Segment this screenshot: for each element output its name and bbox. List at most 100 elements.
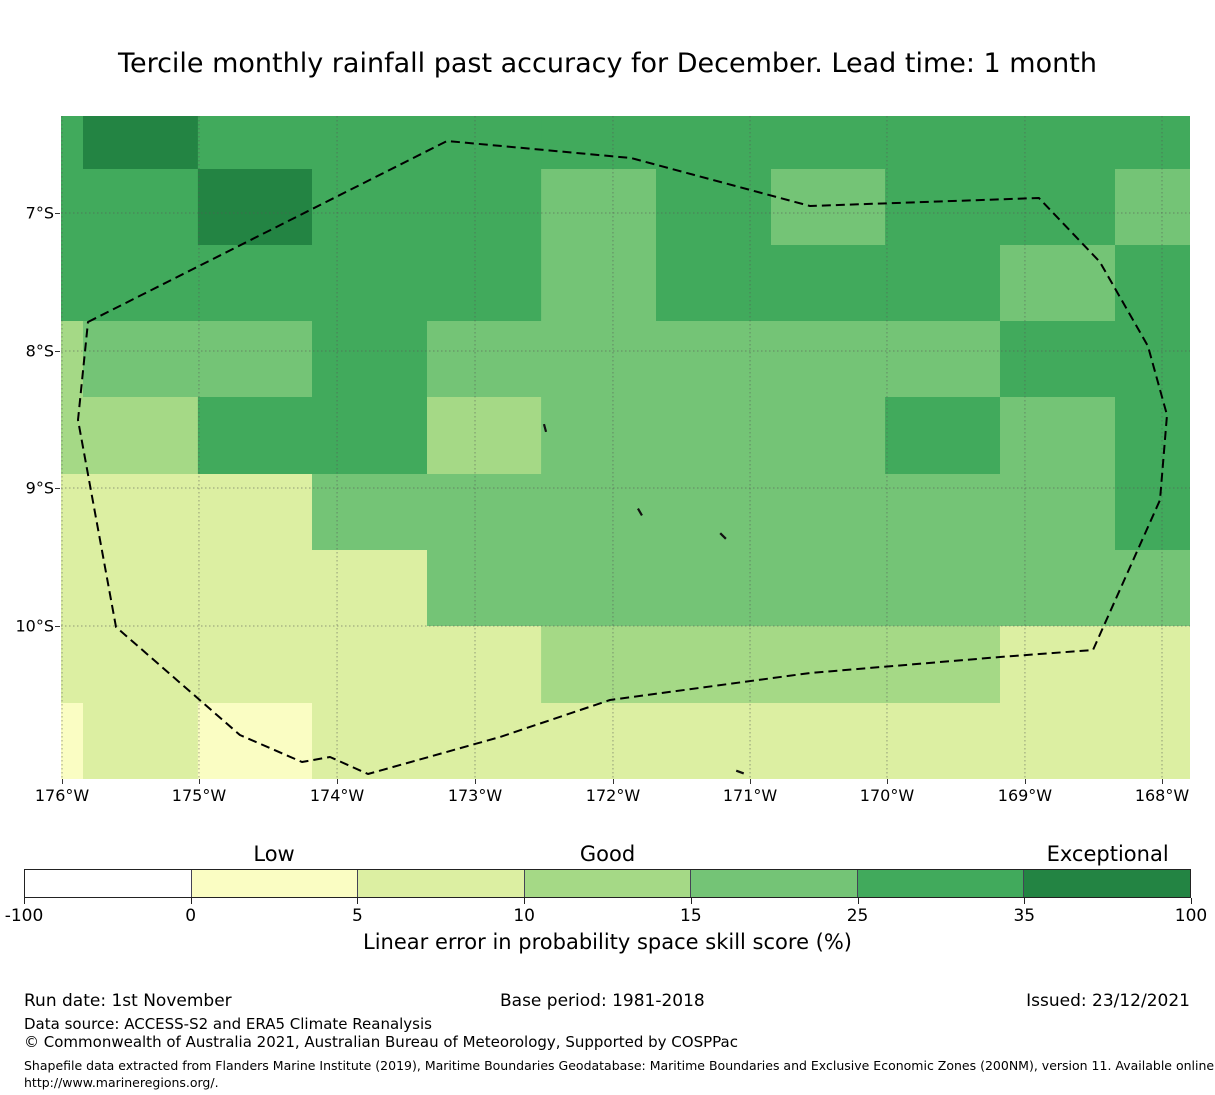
heatmap-cell (885, 703, 1001, 779)
heatmap-cell (312, 245, 428, 322)
heatmap-cell (1115, 397, 1190, 475)
y-tick-label: 7°S (25, 203, 54, 223)
y-tick-mark (55, 350, 60, 352)
colorbar-tick-mark (1191, 898, 1192, 904)
shapefile-attribution-text: Shapefile data extracted from Flanders M… (24, 1058, 1215, 1073)
heatmap-cell (1000, 245, 1116, 322)
heatmap-cell (83, 474, 199, 551)
heatmap-cell (656, 397, 772, 475)
island-mark (542, 423, 548, 433)
heatmap-cell (83, 245, 199, 322)
x-tick-mark (475, 779, 476, 784)
heatmap-cell (656, 474, 772, 551)
heatmap-cell (312, 116, 428, 170)
x-tick-label: 172°W (585, 786, 641, 805)
heatmap-cell (83, 703, 199, 779)
heatmap-cell (427, 474, 542, 551)
colorbar-tick-label: 25 (846, 906, 869, 926)
data-source-text: Data source: ACCESS-S2 and ERA5 Climate … (24, 1015, 432, 1033)
heatmap-cell (541, 321, 657, 398)
colorbar-tick-label: -100 (4, 906, 44, 926)
heatmap-cell (1115, 169, 1190, 246)
heatmap-cell (197, 550, 313, 627)
heatmap-cell (656, 245, 772, 322)
y-tick-mark (55, 625, 60, 627)
heatmap-cell (885, 116, 1001, 170)
x-tick-mark (337, 779, 339, 784)
colorbar-tick-mark (190, 898, 192, 904)
colorbar-category-label-low: Low (253, 842, 295, 866)
island-mark (719, 532, 727, 540)
heatmap-cell (61, 245, 84, 322)
x-tick-mark (1162, 779, 1163, 784)
x-tick-mark (612, 779, 614, 784)
heatmap-cell (1000, 169, 1116, 246)
base-period-text: Base period: 1981-2018 (500, 991, 705, 1011)
colorbar-segment-10-15 (524, 870, 692, 897)
heatmap-cell (61, 397, 84, 475)
chart-title: Tercile monthly rainfall past accuracy f… (118, 48, 1097, 79)
y-tick-label: 8°S (25, 341, 54, 361)
colorbar-tick-label: 35 (1013, 906, 1036, 926)
heatmap-cell (61, 550, 84, 627)
colorbar-segment-15-25 (691, 870, 858, 897)
colorbar-tick-mark (524, 898, 526, 904)
heatmap-cell (312, 321, 428, 398)
heatmap-cell (771, 626, 886, 704)
heatmap-cell (1000, 397, 1116, 475)
colorbar-segment-5-10 (358, 870, 525, 897)
heatmap-cell (1000, 474, 1116, 551)
island-mark (636, 507, 643, 517)
x-tick-label: 171°W (722, 786, 778, 805)
heatmap-cell (427, 397, 542, 475)
heatmap-cell (541, 474, 657, 551)
colorbar-category-labels: Low Good Exceptional (24, 842, 1191, 868)
colorbar (24, 869, 1191, 898)
heatmap-cell (61, 703, 84, 779)
heatmap-cell (771, 169, 886, 246)
x-tick-mark (1024, 779, 1026, 784)
heatmap-cell (1000, 703, 1116, 779)
heatmap-cell (61, 321, 84, 398)
heatmap-cell (771, 703, 886, 779)
colorbar-axis-label: Linear error in probability space skill … (363, 930, 852, 954)
heatmap-cell (312, 703, 428, 779)
copyright-text: © Commonwealth of Australia 2021, Austra… (24, 1033, 738, 1051)
heatmap-cell (61, 169, 84, 246)
y-tick-label: 10°S (15, 616, 54, 636)
heatmap-cell (197, 397, 313, 475)
heatmap-cell (1115, 474, 1190, 551)
heatmap-cell (197, 626, 313, 704)
heatmap-cell (1115, 550, 1190, 627)
heatmap-cell (312, 397, 428, 475)
x-tick-label: 173°W (447, 786, 503, 805)
colorbar-segment-25-35 (857, 870, 1025, 897)
heatmap-cell (427, 626, 542, 704)
x-tick-label: 169°W (997, 786, 1053, 805)
heatmap-cell (83, 397, 199, 475)
heatmap-cell (885, 245, 1001, 322)
heatmap-cell (312, 550, 428, 627)
heatmap-cell (427, 703, 542, 779)
heatmap-cell (83, 321, 199, 398)
colorbar-segment-35-100 (1024, 870, 1191, 897)
colorbar-category-label-good: Good (579, 842, 636, 866)
heatmap-cell (771, 397, 886, 475)
colorbar-tick-label: 5 (352, 906, 363, 926)
heatmap-cell (771, 321, 886, 398)
heatmap-cell (1000, 321, 1116, 398)
heatmap-cell (656, 116, 772, 170)
heatmap-cell (197, 321, 313, 398)
heatmap-cell (427, 321, 542, 398)
heatmap-cell (656, 626, 772, 704)
heatmap-cell (83, 550, 199, 627)
heatmap-cell (61, 626, 84, 704)
run-date-text: Run date: 1st November (24, 991, 232, 1011)
heatmap-cell (83, 169, 199, 246)
colorbar-tick-label: 15 (680, 906, 702, 926)
heatmap-cell (771, 245, 886, 322)
colorbar-tick-label: 0 (185, 906, 197, 926)
eez-boundary-line (77, 140, 1168, 775)
island-mark (735, 769, 745, 775)
heatmap-cell (197, 245, 313, 322)
